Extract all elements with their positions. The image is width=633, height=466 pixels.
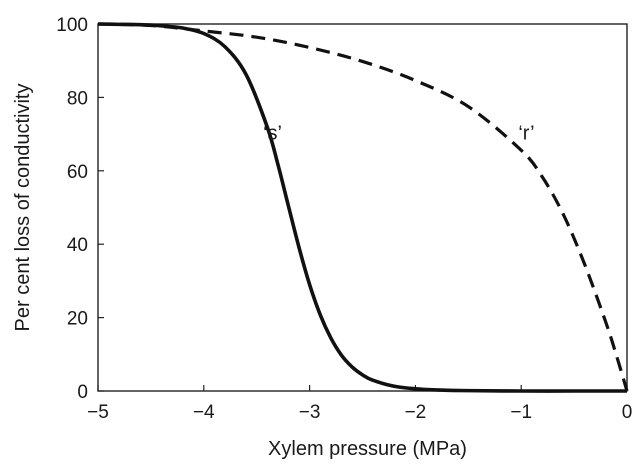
y-tick-label: 80: [67, 88, 88, 109]
x-tick-label: −2: [405, 402, 427, 423]
annotation-s: ‘s’: [263, 123, 282, 145]
series-s-line: [97, 22, 627, 393]
x-tick-label: 0: [622, 402, 633, 423]
y-axis-title: Per cent loss of conductivity: [12, 84, 34, 332]
x-tick-label: −3: [299, 402, 321, 423]
y-tick-label: 40: [67, 235, 88, 256]
x-tick-label: −4: [193, 402, 215, 423]
y-tick-label: 60: [67, 162, 88, 183]
y-tick-label: 0: [77, 382, 88, 403]
y-tick-label: 20: [67, 309, 88, 330]
x-tick-label: −1: [510, 402, 532, 423]
y-tick-label: 100: [56, 15, 88, 36]
series-r-line: [97, 22, 629, 392]
annotation-r: ‘r’: [518, 123, 534, 145]
x-tick-label: −5: [87, 402, 109, 423]
x-axis-title: Xylem pressure (MPa): [268, 438, 467, 460]
plot-frame: [97, 23, 628, 392]
